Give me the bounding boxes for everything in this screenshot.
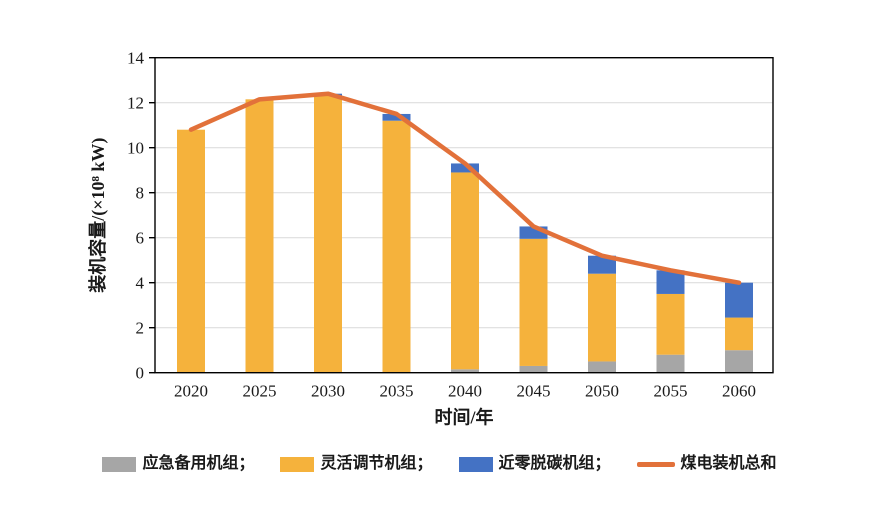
bar-segment-emergency-2040: [451, 369, 479, 373]
nearzero-swatch-icon: [458, 456, 493, 472]
legend-label-emergency: 应急备用机组；: [142, 455, 255, 472]
bar-segment-nearzero-2055: [656, 270, 685, 294]
bar-segment-nearzero-2060: [725, 282, 753, 318]
xtick-label-2030: 2030: [311, 382, 345, 401]
ytick-label-0: 0: [136, 364, 145, 383]
bar-segment-emergency-2055: [656, 354, 685, 373]
bar-segment-flexible-2050: [588, 273, 616, 362]
bar-segment-flexible-2060: [725, 317, 753, 351]
xtick-label-2025: 2025: [243, 382, 277, 401]
legend-label-nearzero: 近零脱碳机组；: [498, 455, 611, 472]
bar-segment-nearzero-2050: [588, 255, 616, 274]
plot-border: [154, 57, 774, 374]
bar-segment-flexible-2055: [656, 293, 685, 355]
chart-legend: 应急备用机组； 灵活调节机组； 近零脱碳机组； 煤电装机总和: [0, 447, 879, 481]
xtick-label-2035: 2035: [380, 382, 414, 401]
xtick-label-2045: 2045: [517, 382, 551, 401]
ytick-label-14: 14: [127, 49, 145, 68]
bar-segment-flexible-2040: [451, 172, 479, 370]
legend-item-emergency: 应急备用机组；: [102, 456, 254, 472]
ytick-label-10: 10: [127, 139, 144, 158]
flexible-swatch-icon: [280, 456, 315, 472]
ytick-label-12: 12: [127, 94, 144, 113]
bar-segment-flexible-2025: [245, 99, 274, 373]
legend-label-total: 煤电装机总和: [680, 455, 777, 472]
ytick-label-4: 4: [136, 274, 145, 293]
bar-segment-flexible-2035: [382, 120, 411, 373]
ytick-label-6: 6: [136, 229, 145, 248]
xtick-label-2050: 2050: [585, 382, 619, 401]
bar-segment-nearzero-2040: [451, 163, 479, 173]
total-capacity-line: [188, 91, 742, 285]
xtick-label-2020: 2020: [174, 382, 208, 401]
xtick-label-2040: 2040: [448, 382, 482, 401]
bar-segment-nearzero-2035: [382, 113, 411, 121]
x-axis-title: 时间/年: [434, 407, 493, 428]
legend-label-flexible: 灵活调节机组；: [320, 455, 433, 472]
bar-segment-emergency-2060: [725, 350, 753, 373]
emergency-swatch-icon: [102, 456, 137, 472]
bar-segment-flexible-2045: [519, 238, 548, 366]
bar-segment-emergency-2050: [588, 361, 616, 373]
bar-segment-emergency-2045: [519, 365, 548, 373]
bar-segment-flexible-2030: [314, 95, 342, 373]
legend-item-flexible: 灵活调节机组；: [280, 455, 433, 472]
xtick-label-2055: 2055: [654, 382, 688, 401]
legend-item-nearzero: 近零脱碳机组；: [458, 455, 611, 472]
ytick-label-2: 2: [136, 319, 145, 338]
total-line-swatch-icon: [636, 461, 675, 467]
xtick-label-2060: 2060: [722, 382, 756, 401]
bar-segment-flexible-2020: [177, 129, 205, 373]
legend-item-total: 煤电装机总和: [636, 455, 777, 472]
y-axis-title: 装机容量/(×10⁸ kW): [87, 138, 109, 293]
ytick-label-8: 8: [136, 184, 145, 203]
